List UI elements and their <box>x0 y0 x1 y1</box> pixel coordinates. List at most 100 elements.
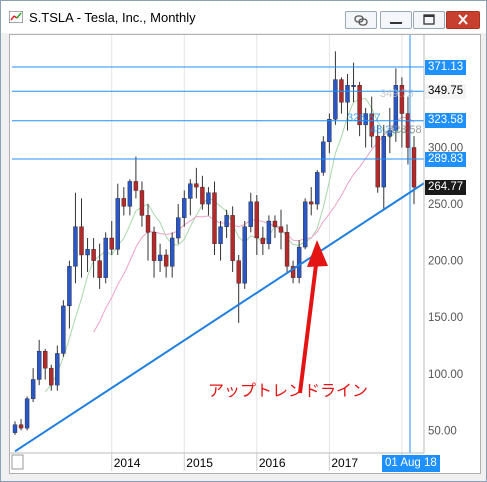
x-tick-label: 2014 <box>114 456 141 470</box>
minimize-icon <box>390 22 402 24</box>
current-price-label: 264.77 <box>425 179 467 195</box>
candle-up <box>387 130 393 137</box>
horizontal-line-label: 323.58 <box>425 113 467 129</box>
candle-down <box>278 226 284 233</box>
candle-up <box>24 398 30 429</box>
moving-averages <box>44 97 415 393</box>
candle-down <box>284 232 290 267</box>
x-tick-label: 2016 <box>259 456 286 470</box>
title-bar[interactable]: S.TSLA - Tesla, Inc., Monthly <box>1 1 486 33</box>
candle-up <box>55 353 60 386</box>
candle-up <box>218 226 223 244</box>
candle-down <box>145 215 151 233</box>
close-icon <box>458 14 468 25</box>
x-tick-label: 2015 <box>186 456 213 470</box>
y-tick-label: 150.00 <box>428 312 463 324</box>
candle-up <box>333 79 338 120</box>
candle-down <box>369 113 374 137</box>
candle-up <box>321 141 326 173</box>
horizontal-line-label: 289.83 <box>425 151 467 167</box>
candle-down <box>375 135 380 188</box>
window-title: S.TSLA - Tesla, Inc., Monthly <box>29 10 196 25</box>
candle-down <box>18 424 24 429</box>
candle-down <box>194 183 199 188</box>
candle-down <box>212 192 217 244</box>
link-button[interactable] <box>345 11 377 29</box>
annotation-arrow-head <box>307 240 328 267</box>
candle-down <box>49 367 54 386</box>
x-axis-scroll-handle <box>11 454 24 470</box>
candle-down <box>109 237 114 250</box>
candle-down <box>230 215 235 261</box>
close-button[interactable] <box>446 11 480 29</box>
candle-down <box>121 198 127 207</box>
crosshair-date-badge: 01 Aug 18 <box>382 455 440 472</box>
candle-up <box>363 113 368 126</box>
candle-up <box>36 350 42 380</box>
uptrend-line <box>14 182 425 453</box>
annotation-arrow-shaft <box>298 256 319 394</box>
x-axis-bar <box>10 453 480 473</box>
candle-up <box>182 198 187 218</box>
candle-down <box>254 201 260 239</box>
candle-up <box>73 226 78 267</box>
overlay-price-label: 323.58 <box>388 124 422 136</box>
candle-down <box>151 232 157 261</box>
y-tick-label: 250.00 <box>428 199 463 211</box>
candle-up <box>12 424 18 433</box>
candle-down <box>139 190 145 216</box>
chart-app-icon <box>9 11 23 23</box>
y-tick-label: 300.00 <box>428 142 463 154</box>
candle-up <box>61 305 66 354</box>
candle-up <box>248 201 253 227</box>
candle-down <box>133 181 139 191</box>
candle-up <box>315 172 320 205</box>
candle-up <box>188 183 193 199</box>
candle-up <box>393 85 399 131</box>
candle-up <box>302 201 308 248</box>
candle-up <box>67 266 72 307</box>
y-tick-label: 200.00 <box>428 256 463 268</box>
candle-up <box>345 85 350 103</box>
candle-down <box>357 85 362 126</box>
candle-up <box>115 198 120 250</box>
candle-down <box>290 266 296 278</box>
candle-down <box>411 147 417 188</box>
horizontal-lines <box>12 35 424 453</box>
candle-down <box>79 226 84 256</box>
candle-up <box>351 85 356 87</box>
candle-down <box>97 260 102 278</box>
candle-up <box>157 254 163 261</box>
candle-up <box>327 119 332 143</box>
candle-up <box>85 249 90 256</box>
candle-down <box>309 201 314 205</box>
minimize-button[interactable] <box>380 11 412 29</box>
candle-up <box>296 246 302 278</box>
candle-down <box>43 350 48 369</box>
overlay-price-label: 326.57 <box>347 112 381 124</box>
candle-up <box>242 226 247 284</box>
maximize-button[interactable] <box>413 11 445 29</box>
y-tick-label: 100.00 <box>428 369 463 381</box>
horizontal-line-label: 371.13 <box>425 59 467 75</box>
candle-down <box>200 186 205 205</box>
trendline-group: アップトレンドライン <box>14 182 425 453</box>
candle-up <box>169 237 175 267</box>
candle-down <box>399 85 405 114</box>
moving-average-long <box>93 116 415 333</box>
candle-down <box>260 237 266 244</box>
candles <box>12 51 417 435</box>
candle-down <box>163 254 169 267</box>
trendline-annotation-text: アップトレンドライン <box>208 381 368 400</box>
overlay-price-label: 48.33 <box>370 124 398 136</box>
candle-up <box>30 379 36 399</box>
link-icon <box>354 15 368 26</box>
candle-up <box>176 217 181 239</box>
candle-down <box>91 249 96 261</box>
chart-area[interactable]: 349.75 326.57 48.33 323.58 アップトレンドライン 300.0… <box>9 34 481 474</box>
candle-up <box>206 192 211 205</box>
x-tick-label: 2017 <box>331 456 358 470</box>
